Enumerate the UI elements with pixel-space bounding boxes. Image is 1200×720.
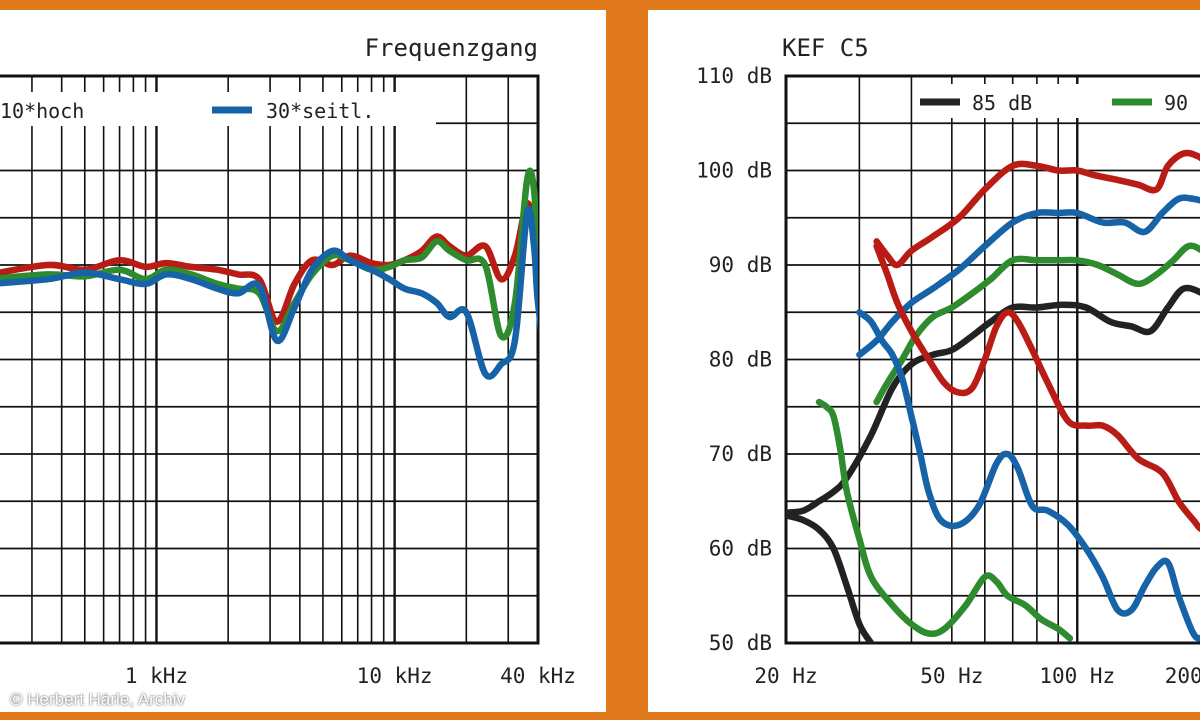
frequency-response-panel: 10*hoch 30*seitl. 1 kHz 10 kHz 40 kHz Frequen…: [0, 10, 606, 712]
series-line-10-hoch: [0, 167, 538, 341]
chart-title: Frequenzgang: [365, 34, 538, 62]
chart-title: KEF C5: [782, 34, 869, 62]
x-tick-label: 20 Hz: [754, 664, 817, 688]
series-line-30-seitl-: [0, 205, 538, 380]
legend-label: 90 dB: [1164, 91, 1200, 115]
series-line-85-dB: [786, 512, 875, 643]
y-tick-label: 60 dB: [709, 537, 772, 561]
x-tick-label: 200 Hz: [1165, 664, 1200, 688]
series-group: [0, 167, 538, 380]
y-tick-label: 80 dB: [709, 348, 772, 372]
legend-box: [0, 92, 224, 126]
photo-credit: © Herbert Härle, Archiv: [10, 690, 186, 709]
series-line-100-dB: [873, 242, 1200, 532]
x-tick-label: 10 kHz: [357, 664, 433, 688]
series-line-90-dB: [815, 398, 1074, 642]
legend-label: 10*hoch: [0, 99, 84, 123]
y-tick-label: 70 dB: [709, 442, 772, 466]
legend-label: 85 dB: [972, 91, 1032, 115]
series-line-95-dB: [856, 194, 1200, 359]
y-tick-label: 90 dB: [709, 253, 772, 277]
legend-label: 30*seitl.: [266, 99, 374, 123]
x-tick-label: 100 Hz: [1039, 664, 1115, 688]
x-tick-label: 50 Hz: [920, 664, 983, 688]
series-line-95-dB: [856, 309, 1200, 642]
y-tick-label: 110 dB: [696, 64, 772, 88]
plot-frame: [0, 74, 540, 645]
series-group: [786, 149, 1200, 643]
grid: [786, 76, 1200, 643]
series-line-100-dB: [873, 149, 1200, 269]
kef-c5-chart: 85 dB 90 dB 20 Hz 50 Hz 100 Hz 200 Hz 50 dB 60 …: [696, 34, 1200, 688]
grid: [0, 76, 538, 643]
y-tick-label: 50 dB: [709, 631, 772, 655]
x-tick-label: 1 kHz: [125, 664, 188, 688]
x-tick-label: 40 kHz: [500, 664, 576, 688]
y-tick-label: 100 dB: [696, 159, 772, 183]
plot-frame: [784, 74, 1200, 645]
kef-c5-panel: 85 dB 90 dB 20 Hz 50 Hz 100 Hz 200 Hz 50 dB 60 …: [648, 10, 1200, 712]
frequency-response-chart: 10*hoch 30*seitl. 1 kHz 10 kHz 40 kHz Frequen…: [0, 34, 576, 688]
series-line-90-dB: [873, 242, 1200, 406]
